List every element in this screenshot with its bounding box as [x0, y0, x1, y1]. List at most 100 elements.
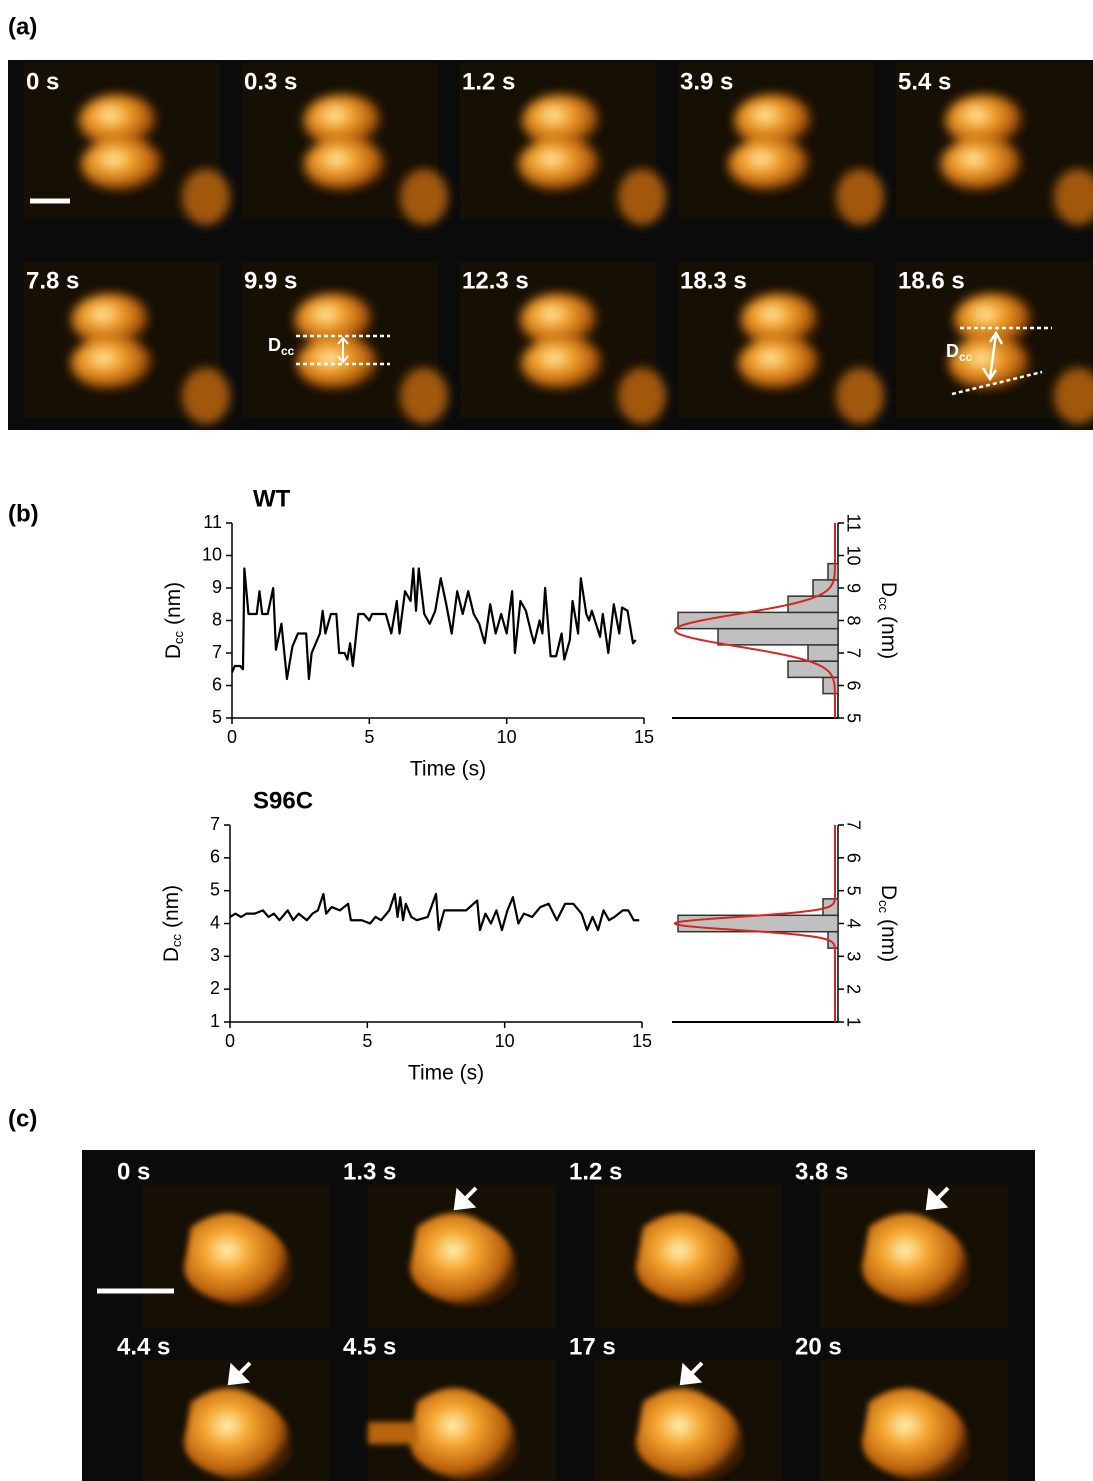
y-tick-label: 5 — [212, 707, 222, 727]
x-tick-label: 15 — [634, 727, 654, 747]
y2-tick-label: 5 — [843, 713, 863, 723]
particle — [518, 94, 666, 225]
particle-lobe — [728, 137, 811, 191]
frame-time: 0.3 s — [244, 68, 297, 95]
panel-label: (a) — [8, 13, 37, 40]
x-axis-label: Time (s) — [408, 1062, 484, 1085]
particle-body — [410, 1213, 518, 1307]
particle — [70, 293, 230, 424]
x-tick-label: 10 — [497, 727, 517, 747]
y2-tick-label: 9 — [843, 583, 863, 593]
particle — [303, 94, 448, 225]
particle-neighbor — [618, 169, 666, 225]
particle — [862, 1213, 970, 1307]
frame-time: 20 s — [795, 1333, 842, 1360]
particle-lobe — [71, 293, 150, 347]
text-part: D — [160, 947, 183, 962]
frame-time: 4.4 s — [117, 1333, 170, 1360]
particle-body — [636, 1213, 744, 1307]
particle-lobe — [518, 137, 601, 191]
particle-neighbor — [618, 368, 666, 424]
particle-body — [184, 1213, 292, 1307]
particle-lobe — [740, 293, 820, 347]
particle — [862, 1388, 970, 1481]
y-axis-label: Dcc (nm) — [160, 885, 185, 962]
particle-neighbor — [400, 368, 448, 424]
text-part: cc — [959, 350, 973, 364]
text-part: (nm) — [160, 885, 183, 928]
particle — [940, 94, 1093, 225]
y2-tick-label: 7 — [843, 648, 863, 658]
y-tick-label: 8 — [212, 609, 222, 629]
text-part: cc — [876, 900, 891, 914]
pointer-arrow — [679, 1361, 704, 1386]
frame-time: 3.9 s — [680, 68, 733, 95]
y2-tick-label: 11 — [843, 514, 863, 533]
particle — [410, 1213, 518, 1307]
particle-lobe — [70, 336, 153, 390]
y-tick-label: 11 — [203, 512, 222, 532]
dcc-label: Dcc — [946, 341, 973, 364]
dcc-arrow — [337, 336, 349, 364]
text-part: D — [877, 885, 900, 900]
particle-lobe — [520, 293, 599, 347]
y2-axis-label: Dcc (nm) — [876, 885, 901, 962]
particle-neighbor — [836, 169, 884, 225]
frame-time: 18.6 s — [898, 267, 965, 294]
frame-time: 9.9 s — [244, 267, 297, 294]
y2-tick-label: 4 — [843, 918, 863, 928]
fit-curve — [673, 825, 836, 1022]
y-tick-label: 4 — [210, 912, 220, 932]
particle-neighbor — [1054, 368, 1093, 424]
particle-neighbor — [182, 368, 230, 424]
particle — [184, 1388, 292, 1481]
particle — [294, 293, 448, 424]
particle — [728, 94, 884, 225]
y-tick-label: 6 — [210, 847, 220, 867]
frame-time: 3.8 s — [795, 1158, 848, 1185]
text-part: D — [877, 582, 900, 597]
y2-tick-label: 6 — [843, 853, 863, 863]
dcc-label: Dcc — [268, 335, 295, 358]
y-tick-label: 10 — [202, 544, 222, 564]
particle-lobe — [296, 336, 379, 390]
text-part: (nm) — [877, 616, 900, 659]
y2-tick-label: 7 — [843, 820, 863, 830]
particle — [520, 293, 666, 424]
particle — [738, 293, 884, 424]
pointer-arrow — [925, 1186, 950, 1211]
fit-curve — [673, 523, 836, 718]
y2-tick-label: 1 — [843, 1017, 863, 1027]
histogram-bar — [827, 562, 839, 581]
panel-label: (c) — [8, 1105, 37, 1132]
y-tick-label: 1 — [210, 1011, 220, 1031]
chart-title: S96C — [253, 787, 313, 814]
particle-body — [636, 1388, 744, 1481]
frame-time: 0 s — [26, 68, 59, 95]
y-tick-label: 7 — [210, 814, 220, 834]
frame-time: 17 s — [569, 1333, 616, 1360]
histogram-bar — [717, 627, 839, 646]
particle — [78, 94, 230, 225]
frame-time: 18.3 s — [680, 267, 747, 294]
frame-time: 1.2 s — [569, 1158, 622, 1185]
particle-lobe — [948, 336, 1031, 390]
panel-label: (b) — [8, 500, 39, 527]
particle-lobe — [78, 94, 158, 148]
particle — [948, 293, 1093, 424]
y-tick-label: 6 — [212, 674, 222, 694]
data-line — [230, 567, 637, 681]
particle-lobe — [294, 293, 374, 347]
text-part: D — [162, 644, 185, 659]
frame-time: 4.5 s — [343, 1333, 396, 1360]
y2-tick-label: 5 — [843, 886, 863, 896]
x-tick-label: 5 — [364, 727, 374, 747]
frame-time: 7.8 s — [26, 267, 79, 294]
particle-lobe — [522, 94, 601, 148]
pointer-arrow — [227, 1361, 252, 1386]
dcc-arrow — [981, 330, 1004, 382]
histogram-bar — [677, 914, 839, 933]
frame-time: 0 s — [117, 1158, 150, 1185]
particle-neighbor — [182, 169, 230, 225]
